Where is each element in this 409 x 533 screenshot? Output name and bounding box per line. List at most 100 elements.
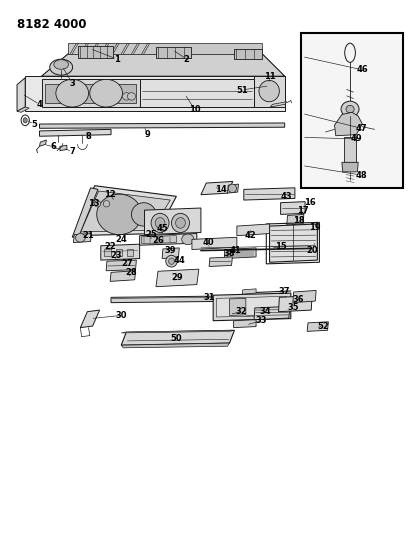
- Text: 14: 14: [215, 185, 227, 194]
- Polygon shape: [75, 185, 176, 236]
- Ellipse shape: [56, 79, 88, 107]
- Polygon shape: [236, 224, 269, 236]
- Polygon shape: [343, 138, 355, 163]
- Text: 30: 30: [115, 311, 127, 320]
- Text: 47: 47: [355, 124, 366, 133]
- Text: 27: 27: [121, 260, 133, 268]
- Text: 32: 32: [236, 307, 247, 316]
- Text: 4: 4: [36, 100, 43, 109]
- Polygon shape: [45, 84, 135, 103]
- Polygon shape: [17, 78, 25, 111]
- Text: 46: 46: [355, 66, 367, 74]
- Text: 31: 31: [203, 293, 214, 302]
- Text: 2: 2: [183, 55, 189, 63]
- Polygon shape: [25, 76, 284, 111]
- Polygon shape: [144, 208, 200, 235]
- Bar: [115, 249, 122, 256]
- Polygon shape: [292, 290, 315, 303]
- Polygon shape: [200, 181, 232, 195]
- Ellipse shape: [49, 59, 72, 75]
- Polygon shape: [121, 343, 229, 348]
- Polygon shape: [111, 296, 250, 303]
- Polygon shape: [41, 54, 284, 76]
- Ellipse shape: [345, 106, 353, 113]
- Ellipse shape: [165, 255, 177, 267]
- Text: 51: 51: [235, 85, 247, 94]
- Text: 34: 34: [259, 307, 271, 316]
- Polygon shape: [286, 214, 303, 225]
- Ellipse shape: [168, 258, 174, 264]
- Text: 40: 40: [202, 238, 213, 247]
- Polygon shape: [213, 293, 290, 321]
- Text: 52: 52: [317, 321, 328, 330]
- Text: 5: 5: [31, 119, 37, 128]
- Text: 18: 18: [292, 216, 304, 225]
- Polygon shape: [41, 54, 284, 82]
- Polygon shape: [101, 244, 139, 260]
- Polygon shape: [280, 201, 304, 214]
- Text: 8: 8: [85, 132, 91, 141]
- Polygon shape: [106, 260, 136, 271]
- Polygon shape: [155, 47, 190, 58]
- Ellipse shape: [90, 79, 122, 107]
- Text: 7: 7: [69, 147, 75, 156]
- Ellipse shape: [94, 200, 101, 207]
- Polygon shape: [121, 330, 234, 333]
- Text: 10: 10: [189, 105, 200, 114]
- Polygon shape: [254, 306, 289, 320]
- Polygon shape: [73, 233, 91, 243]
- Polygon shape: [209, 257, 232, 266]
- Polygon shape: [162, 248, 179, 259]
- Text: 26: 26: [152, 237, 164, 246]
- Text: 33: 33: [255, 316, 267, 325]
- Polygon shape: [341, 163, 357, 172]
- Polygon shape: [224, 248, 256, 259]
- Text: 12: 12: [104, 190, 116, 199]
- Ellipse shape: [131, 203, 155, 226]
- Ellipse shape: [54, 60, 68, 69]
- Text: 42: 42: [244, 231, 256, 240]
- Polygon shape: [227, 184, 238, 193]
- Polygon shape: [39, 130, 111, 136]
- Text: 44: 44: [173, 256, 185, 264]
- Polygon shape: [78, 46, 113, 58]
- Polygon shape: [243, 188, 294, 200]
- Polygon shape: [72, 188, 98, 237]
- Polygon shape: [39, 140, 46, 147]
- Text: 45: 45: [156, 224, 168, 233]
- Polygon shape: [139, 233, 196, 245]
- Ellipse shape: [85, 200, 92, 207]
- Text: 24: 24: [115, 236, 127, 245]
- Bar: [127, 249, 133, 256]
- Ellipse shape: [21, 115, 29, 126]
- Text: 16: 16: [303, 198, 315, 207]
- Polygon shape: [254, 76, 284, 107]
- Polygon shape: [110, 271, 135, 281]
- Polygon shape: [269, 224, 317, 262]
- Text: 48: 48: [355, 171, 366, 180]
- Bar: [104, 249, 110, 256]
- Polygon shape: [242, 289, 256, 294]
- Text: 9: 9: [144, 130, 150, 139]
- Polygon shape: [306, 322, 328, 332]
- Text: 15: 15: [274, 243, 286, 252]
- Ellipse shape: [175, 217, 185, 228]
- Text: 1: 1: [114, 55, 120, 63]
- Text: 29: 29: [171, 273, 182, 281]
- Ellipse shape: [155, 217, 164, 228]
- Polygon shape: [139, 79, 254, 107]
- Polygon shape: [229, 298, 245, 316]
- Polygon shape: [121, 330, 234, 345]
- Text: 35: 35: [286, 303, 298, 312]
- Polygon shape: [41, 79, 139, 107]
- Text: 17: 17: [297, 206, 308, 215]
- Text: 21: 21: [83, 231, 94, 240]
- Ellipse shape: [127, 93, 135, 100]
- Ellipse shape: [23, 118, 27, 123]
- Polygon shape: [233, 320, 256, 328]
- Polygon shape: [270, 102, 286, 107]
- Text: 50: 50: [170, 334, 182, 343]
- Text: 36: 36: [292, 295, 303, 304]
- Text: 25: 25: [145, 230, 157, 239]
- Bar: [300, 33, 402, 188]
